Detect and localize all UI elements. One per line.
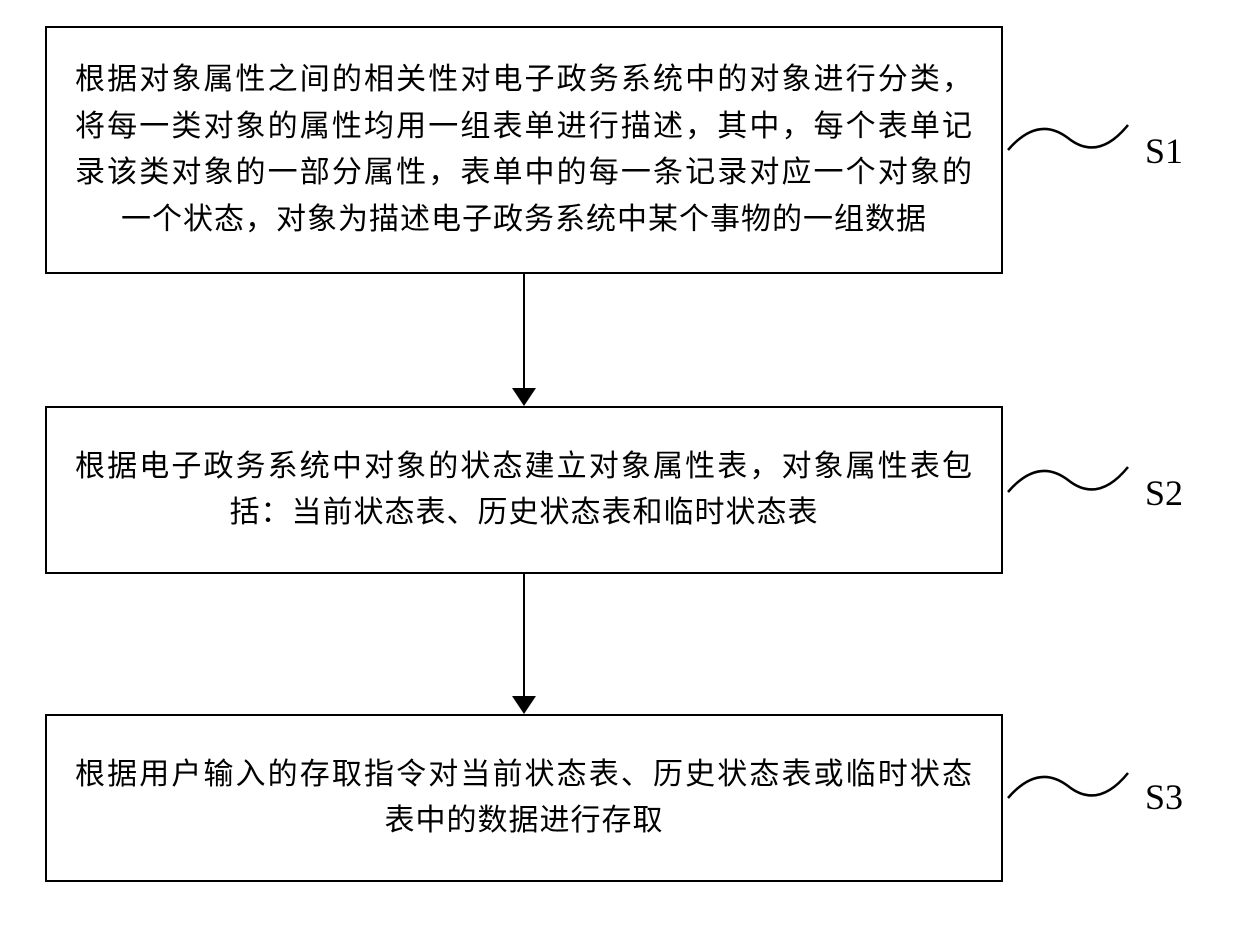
arrow-2-line	[523, 574, 525, 700]
connector-curve-3	[1003, 758, 1138, 818]
flowchart-step-3: 根据用户输入的存取指令对当前状态表、历史状态表或临时状态表中的数据进行存取	[45, 714, 1003, 882]
flowchart-container: 根据对象属性之间的相关性对电子政务系统中的对象进行分类，将每一类对象的属性均用一…	[0, 0, 1240, 937]
step-1-text: 根据对象属性之间的相关性对电子政务系统中的对象进行分类，将每一类对象的属性均用一…	[75, 57, 973, 243]
step-label-s3: S3	[1145, 776, 1183, 818]
step-2-text: 根据电子政务系统中对象的状态建立对象属性表，对象属性表包括：当前状态表、历史状态…	[75, 444, 973, 537]
step-label-s2: S2	[1145, 472, 1183, 514]
connector-curve-2	[1003, 452, 1138, 512]
connector-curve-1	[1003, 110, 1138, 170]
arrow-1-head-icon	[512, 388, 536, 406]
arrow-1-line	[523, 274, 525, 392]
arrow-2-head-icon	[512, 696, 536, 714]
step-3-text: 根据用户输入的存取指令对当前状态表、历史状态表或临时状态表中的数据进行存取	[75, 752, 973, 845]
step-label-s1: S1	[1145, 130, 1183, 172]
flowchart-step-1: 根据对象属性之间的相关性对电子政务系统中的对象进行分类，将每一类对象的属性均用一…	[45, 26, 1003, 274]
flowchart-step-2: 根据电子政务系统中对象的状态建立对象属性表，对象属性表包括：当前状态表、历史状态…	[45, 406, 1003, 574]
